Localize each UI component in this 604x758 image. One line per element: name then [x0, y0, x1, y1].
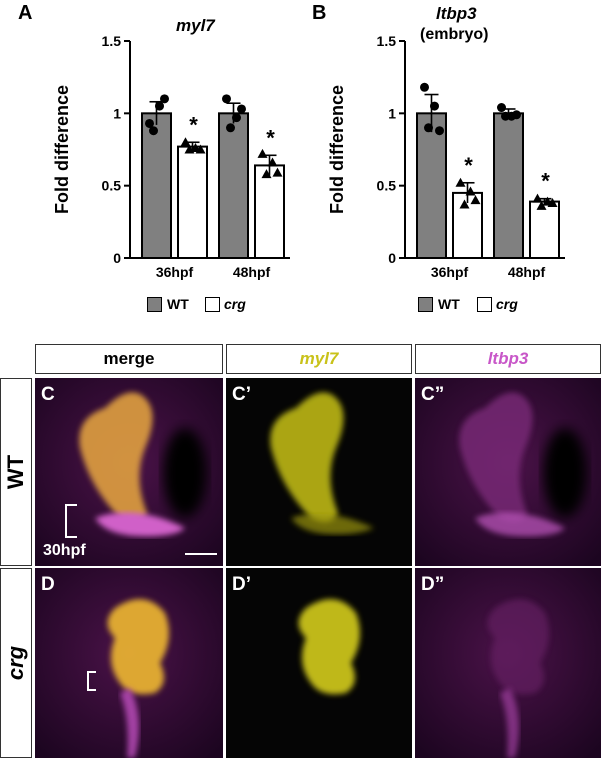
legend-crg-swatch — [205, 297, 220, 312]
legend-crg-label: crg — [224, 296, 246, 312]
y-axis-label: Fold difference — [52, 85, 72, 214]
micrograph-letter: C” — [421, 384, 445, 405]
bar-crg-48hpf — [254, 164, 285, 259]
micrograph-d-ltbp3: D” — [415, 568, 601, 758]
micrograph-d-myl7: D’ — [226, 568, 412, 758]
bar-crg-48hpf — [529, 200, 560, 259]
data-point — [435, 126, 444, 136]
significance-star: * — [541, 169, 550, 194]
header-ltbp3: ltbp3 — [415, 344, 601, 374]
row-label-wt: WT — [0, 378, 32, 566]
y-tick-label: 1 — [388, 105, 396, 121]
significance-star: * — [464, 153, 473, 178]
scale-bar — [185, 553, 217, 555]
legend-crg-swatch-b — [477, 297, 492, 312]
data-point — [465, 186, 476, 196]
legend-crg-label-b: crg — [496, 296, 518, 312]
data-point — [184, 144, 195, 154]
micrograph-letter: C — [41, 384, 55, 405]
data-point — [459, 199, 470, 209]
y-tick-label: 1.5 — [377, 33, 397, 49]
data-point — [145, 118, 154, 128]
micrograph-letter: D” — [421, 574, 445, 595]
data-point — [232, 113, 241, 123]
y-tick-label: 0 — [388, 250, 396, 266]
micrograph-letter: D — [41, 574, 55, 595]
data-point — [226, 123, 235, 133]
micrograph-letter: C’ — [232, 384, 251, 405]
data-point — [501, 111, 510, 121]
data-point — [497, 103, 506, 113]
y-tick-label: 1 — [113, 105, 121, 121]
timepoint-label: 30hpf — [43, 542, 86, 559]
chart-a-title: myl7 — [176, 16, 215, 35]
x-tick-label: 48hpf — [233, 264, 271, 280]
micrograph-c-ltbp3: C” — [415, 378, 601, 566]
panel-letter-b: B — [312, 2, 327, 24]
y-tick-label: 0 — [113, 250, 121, 266]
data-point — [257, 148, 268, 158]
micrograph-d-merge: D — [35, 568, 223, 758]
y-tick-label: 1.5 — [102, 33, 122, 49]
x-tick-label: 36hpf — [431, 264, 469, 280]
bracket-icon — [87, 671, 96, 691]
data-point — [222, 94, 231, 104]
data-point — [470, 195, 481, 205]
chart-b-subtitle: (embryo) — [420, 26, 489, 43]
significance-star: * — [189, 112, 198, 137]
data-point — [424, 123, 433, 133]
bar-wt-48hpf — [493, 112, 524, 260]
bar-crg-36hpf — [177, 145, 208, 260]
data-point — [547, 198, 558, 208]
y-tick-label: 0.5 — [102, 178, 122, 194]
micrograph-letter: D’ — [232, 574, 251, 595]
bracket-icon — [65, 504, 77, 538]
data-point — [261, 169, 272, 179]
data-point — [420, 82, 429, 92]
panel-letter-a: A — [18, 2, 33, 24]
bar-wt-36hpf — [141, 112, 172, 260]
data-point — [536, 200, 547, 210]
legend-wt-swatch-b — [418, 297, 433, 312]
header-myl7: myl7 — [226, 344, 412, 374]
data-point — [149, 126, 158, 136]
data-point — [272, 167, 283, 177]
chart-a: Fold difference 0 0.5 1 1.5 * * 36hpf 48hpf — [52, 33, 290, 280]
chart-b-title: ltbp3 — [436, 4, 477, 23]
micrograph-c-merge: C 30hpf — [35, 378, 223, 566]
y-tick-label: 0.5 — [377, 178, 397, 194]
data-point — [237, 104, 246, 114]
data-point — [532, 193, 543, 203]
data-point — [267, 157, 278, 167]
data-point — [512, 110, 521, 120]
significance-star: * — [266, 125, 275, 150]
bar-wt-48hpf — [218, 112, 249, 260]
bar-wt-36hpf — [416, 112, 447, 260]
data-point — [180, 137, 191, 147]
row-label-crg: crg — [0, 568, 32, 758]
data-point — [430, 101, 439, 111]
data-point — [160, 94, 169, 104]
chart-b: Fold difference 0 0.5 1 1.5 * * 36hpf 48hpf — [327, 33, 565, 280]
y-axis-label: Fold difference — [327, 85, 347, 214]
legend-wt-swatch — [147, 297, 162, 312]
x-tick-label: 48hpf — [508, 264, 546, 280]
legend-wt-label-b: WT — [438, 296, 460, 312]
data-point — [195, 144, 206, 154]
micrograph-c-myl7: C’ — [226, 378, 412, 566]
x-tick-label: 36hpf — [156, 264, 194, 280]
data-point — [155, 101, 164, 111]
legend-wt-label: WT — [167, 296, 189, 312]
data-point — [455, 177, 466, 187]
header-merge: merge — [35, 344, 223, 374]
